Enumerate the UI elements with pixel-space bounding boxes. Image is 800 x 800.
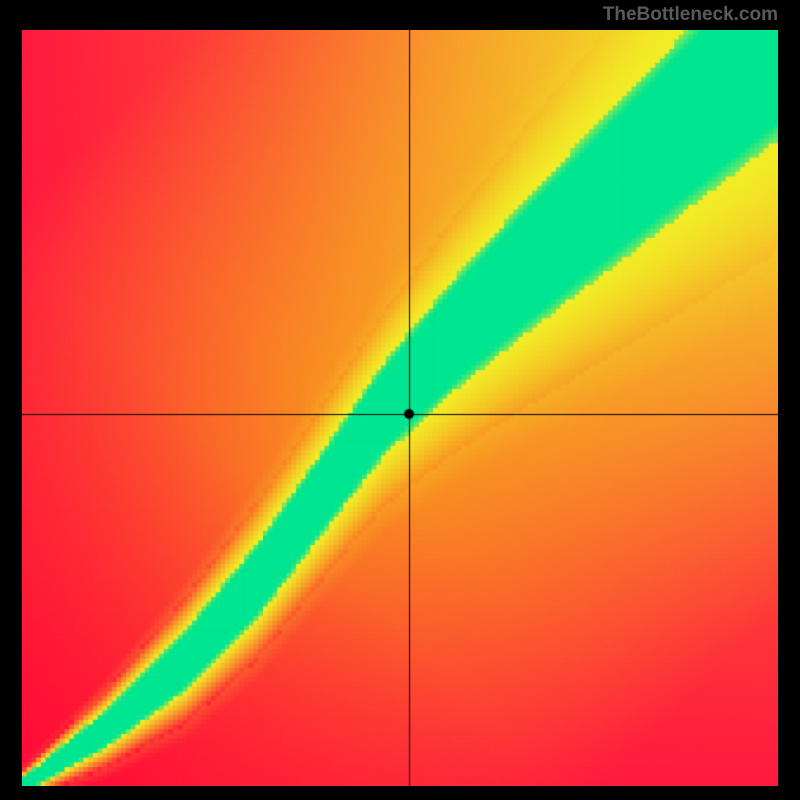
bottleneck-heatmap	[22, 30, 778, 786]
attribution-text: TheBottleneck.com	[603, 4, 778, 26]
chart-container: TheBottleneck.com	[0, 0, 800, 800]
